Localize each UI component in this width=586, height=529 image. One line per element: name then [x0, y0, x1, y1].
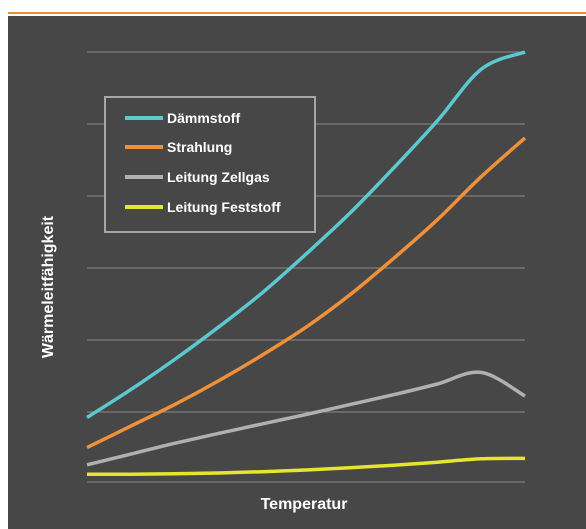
legend-label-3: Leitung Zellgas [167, 169, 270, 185]
top-rule-line [8, 12, 586, 14]
legend-label-1: Dämmstoff [167, 110, 240, 126]
top-rule [0, 0, 586, 14]
series-line-3 [86, 370, 526, 467]
series-line-1 [86, 50, 526, 419]
series-line-2 [86, 136, 527, 450]
legend: Dämmstoff Strahlung Leitung Zellgas Leitung… [104, 96, 316, 233]
legend-label-2: Strahlung [167, 139, 232, 155]
y-axis-label: Wärmeleitfähigkeit [40, 215, 57, 358]
plot-background [8, 16, 586, 529]
legend-label-4: Leitung Feststoff [167, 199, 281, 215]
x-axis-label: Temperatur [261, 496, 348, 513]
series-line-4 [87, 456, 526, 477]
series-lines [86, 50, 527, 477]
